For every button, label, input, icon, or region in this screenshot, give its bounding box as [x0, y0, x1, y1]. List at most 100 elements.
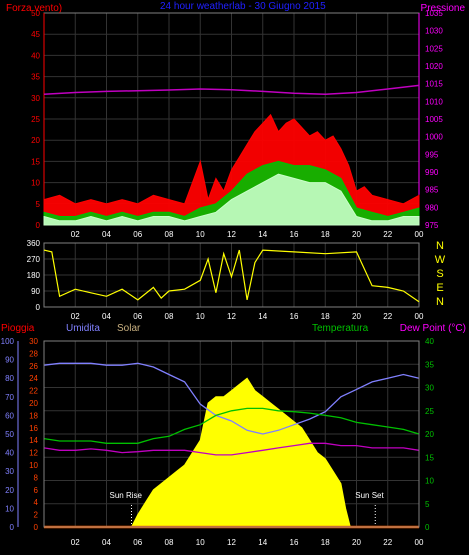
x-tick-label: 18 [321, 538, 330, 547]
temp-tick-label: 5 [425, 500, 430, 509]
left-tick-label: 15 [31, 157, 40, 166]
x-tick-label: 20 [352, 538, 361, 547]
rain-tick-label: 26 [29, 362, 38, 371]
right-tick-label: 995 [425, 150, 439, 159]
right-tick-label: 1035 [425, 9, 443, 18]
compass-label: E [436, 282, 443, 294]
x-tick-label: 00 [415, 538, 424, 547]
rain-axis-title: Pioggia [1, 323, 35, 334]
x-tick-label: 10 [196, 230, 205, 239]
x-tick-label: 16 [290, 230, 299, 239]
humidity-tick-label: 50 [5, 430, 14, 439]
right-tick-label: 1000 [425, 133, 443, 142]
humidity-tick-label: 80 [5, 374, 14, 383]
left-tick-label: 50 [31, 9, 40, 18]
direction-tick-label: 270 [27, 255, 41, 264]
x-tick-label: 00 [415, 230, 424, 239]
rain-tick-label: 28 [29, 349, 38, 358]
temp-tick-label: 30 [425, 384, 434, 393]
x-tick-label: 04 [102, 230, 111, 239]
solar-area [44, 377, 419, 528]
x-tick-label: 06 [133, 538, 142, 547]
compass-label: S [436, 268, 443, 280]
x-tick-label: 16 [290, 312, 299, 321]
series-line-temperatura [43, 407, 420, 444]
solar-axis-title: Solar [117, 323, 141, 334]
x-tick-label: 12 [227, 538, 236, 547]
direction-tick-label: 360 [27, 239, 41, 248]
right-tick-label: 975 [425, 221, 439, 230]
right-tick-label: 1015 [425, 80, 443, 89]
humidity-tick-label: 30 [5, 467, 14, 476]
left-axis-title: Forza vento) [6, 3, 62, 14]
right-tick-label: 1030 [425, 27, 443, 36]
right-tick-label: 1025 [425, 44, 443, 53]
x-tick-label: 04 [102, 312, 111, 321]
rain-tick-label: 16 [29, 424, 38, 433]
humidity-tick-label: 20 [5, 486, 14, 495]
left-tick-label: 10 [31, 179, 40, 188]
left-tick-label: 25 [31, 115, 40, 124]
left-tick-label: 30 [31, 94, 40, 103]
temp-tick-label: 40 [425, 337, 434, 346]
humidity-tick-label: 90 [5, 356, 14, 365]
x-tick-label: 04 [102, 538, 111, 547]
humidity-tick-label: 60 [5, 411, 14, 420]
left-tick-label: 20 [31, 136, 40, 145]
compass-label: N [436, 296, 444, 308]
sunset-label: Sun Set [355, 491, 384, 500]
x-tick-label: 14 [258, 312, 267, 321]
rain-tick-label: 4 [34, 498, 39, 507]
x-tick-label: 02 [71, 538, 80, 547]
rain-tick-label: 22 [29, 387, 38, 396]
rain-tick-label: 18 [29, 411, 38, 420]
direction-tick-label: 90 [31, 287, 40, 296]
humidity-tick-label: 0 [10, 523, 15, 532]
x-tick-label: 00 [415, 312, 424, 321]
compass-label: N [436, 240, 444, 252]
x-tick-label: 18 [321, 312, 330, 321]
sunrise-label: Sun Rise [110, 491, 143, 500]
rain-tick-label: 30 [29, 337, 38, 346]
x-tick-label: 16 [290, 538, 299, 547]
x-tick-label: 06 [133, 312, 142, 321]
wind-series-2 [43, 173, 420, 226]
rain-tick-label: 24 [29, 374, 38, 383]
pressure-line [43, 84, 420, 96]
chart-title: 24 hour weatherlab - 30 Giugno 2015 [160, 1, 326, 12]
plot-frame [43, 340, 420, 528]
left-tick-label: 5 [36, 200, 41, 209]
direction-tick-label: 180 [27, 271, 41, 280]
left-tick-label: 40 [31, 51, 40, 60]
temp-tick-label: 20 [425, 430, 434, 439]
compass-label: W [435, 254, 446, 266]
humidity-axis-title: Umidita [66, 323, 100, 334]
temp-tick-label: 25 [425, 407, 434, 416]
x-tick-label: 12 [227, 230, 236, 239]
rain-tick-label: 6 [34, 486, 39, 495]
dewpoint-axis-title: Dew Point (°C) [400, 323, 466, 334]
x-tick-label: 18 [321, 230, 330, 239]
humidity-tick-label: 70 [5, 393, 14, 402]
temp-tick-label: 10 [425, 477, 434, 486]
x-tick-label: 08 [165, 312, 174, 321]
right-tick-label: 980 [425, 203, 439, 212]
right-tick-label: 990 [425, 168, 439, 177]
right-tick-label: 1020 [425, 62, 443, 71]
x-tick-label: 08 [165, 538, 174, 547]
temp-tick-label: 0 [425, 523, 430, 532]
temp-axis-title: Temperatura [312, 323, 369, 334]
x-tick-label: 02 [71, 230, 80, 239]
x-tick-label: 14 [258, 538, 267, 547]
right-tick-label: 985 [425, 186, 439, 195]
wind-direction-line [43, 249, 420, 303]
left-tick-label: 0 [36, 221, 41, 230]
rain-tick-label: 20 [29, 399, 38, 408]
humidity-tick-label: 10 [5, 504, 14, 513]
x-tick-label: 10 [196, 538, 205, 547]
x-tick-label: 02 [71, 312, 80, 321]
x-tick-label: 12 [227, 312, 236, 321]
left-tick-label: 35 [31, 73, 40, 82]
rain-tick-label: 14 [29, 436, 38, 445]
